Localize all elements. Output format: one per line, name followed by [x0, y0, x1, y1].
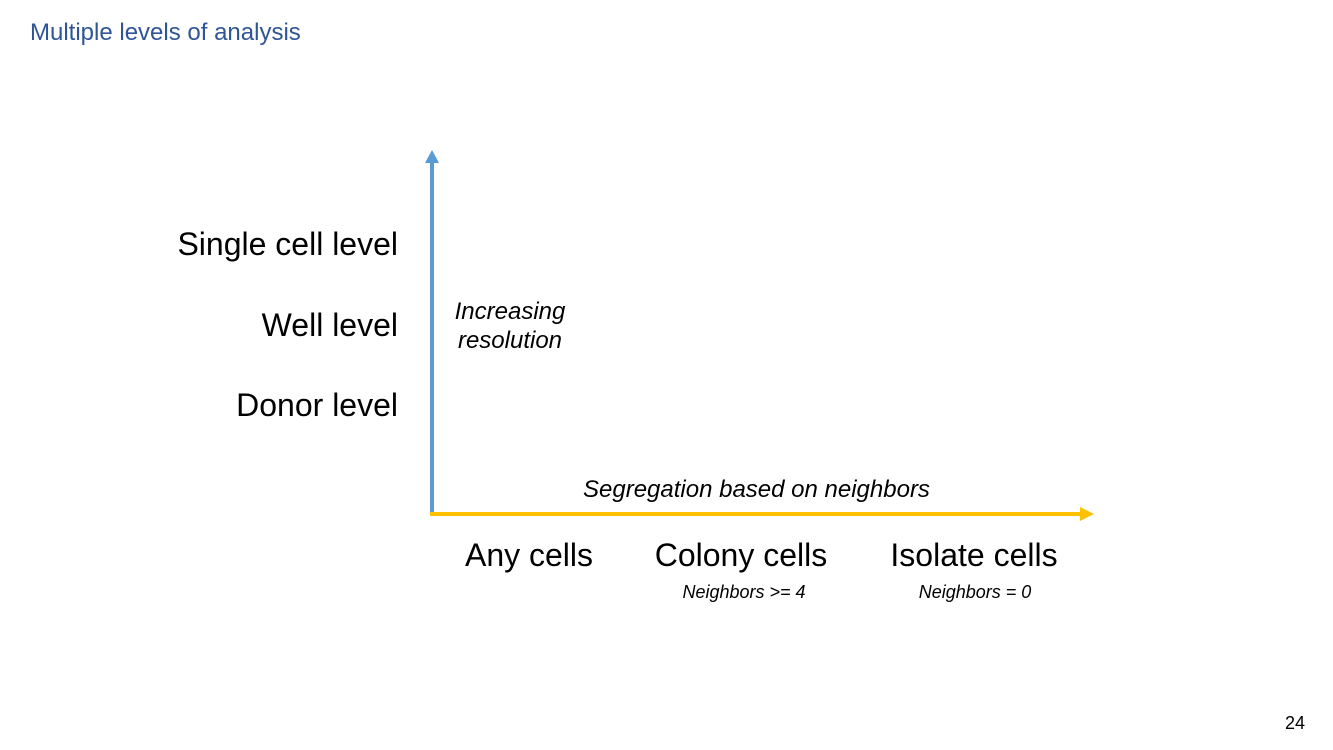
category-colony-cells: Colony cells	[654, 537, 828, 573]
y-axis-caption-line2: resolution	[457, 327, 563, 354]
note-isolate-neighbors: Neighbors = 0	[918, 582, 1032, 602]
x-axis-arrowhead	[1080, 507, 1094, 521]
slide-title: Multiple levels of analysis	[30, 19, 301, 46]
page-number: 24	[1284, 713, 1305, 733]
y-axis-arrowhead	[425, 150, 439, 163]
level-donor: Donor level	[236, 387, 398, 423]
level-well: Well level	[261, 307, 398, 343]
x-axis-caption: Segregation based on neighbors	[583, 476, 930, 503]
y-axis-caption: Increasing resolution	[440, 297, 580, 355]
y-axis-caption-line1: Increasing	[454, 298, 566, 325]
category-any-cells: Any cells	[464, 537, 594, 573]
category-isolate-cells: Isolate cells	[890, 537, 1058, 573]
level-single-cell: Single cell level	[177, 226, 398, 262]
note-colony-neighbors: Neighbors >= 4	[682, 582, 806, 602]
